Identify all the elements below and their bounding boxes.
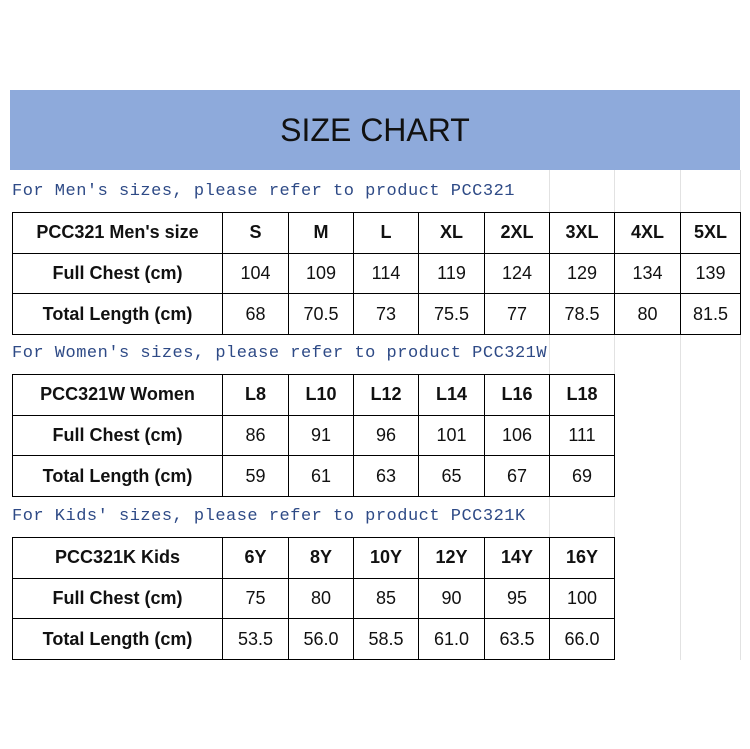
table-cell: 78.5 [549,293,615,336]
header-cell: S [222,212,289,254]
table-cell: 67 [484,455,550,498]
header-cell: 5XL [680,212,741,254]
table-cell: Full Chest (cm) [12,252,223,295]
header-cell: XL [418,212,485,254]
table-cell: 61.0 [418,618,485,661]
table-cell: 75.5 [418,293,485,336]
header-cell: 2XL [484,212,550,254]
table-cell: 109 [288,252,354,295]
table-cell: 91 [288,414,354,457]
header-cell: L14 [418,374,485,416]
section-note: For Men's sizes, please refer to product… [12,182,515,201]
table-cell: Total Length (cm) [12,618,223,661]
table-cell: 85 [353,577,419,620]
table-cell: 61 [288,455,354,498]
title: SIZE CHART [280,112,470,148]
title-banner [10,90,740,170]
table-cell: 111 [549,414,615,457]
table-cell: 63 [353,455,419,498]
table-cell: 96 [353,414,419,457]
header-cell: 12Y [418,537,485,579]
table-cell: 139 [680,252,741,295]
table-cell: 66.0 [549,618,615,661]
table-cell: 65 [418,455,485,498]
table-cell: 58.5 [353,618,419,661]
table-cell: Total Length (cm) [12,455,223,498]
table-cell: 69 [549,455,615,498]
table-cell: 53.5 [222,618,289,661]
header-cell: 8Y [288,537,354,579]
table-cell: 59 [222,455,289,498]
table-cell: 75 [222,577,289,620]
table-cell: 68 [222,293,289,336]
table-cell: Total Length (cm) [12,293,223,336]
gridline [740,170,741,660]
section-note: For Women's sizes, please refer to produ… [12,344,548,363]
table-cell: 81.5 [680,293,741,336]
table-cell: 124 [484,252,550,295]
header-cell: L [353,212,419,254]
header-cell: 6Y [222,537,289,579]
table-cell: 73 [353,293,419,336]
table-cell: 90 [418,577,485,620]
header-cell: PCC321K Kids [12,537,223,579]
table-cell: 134 [614,252,681,295]
table-cell: 70.5 [288,293,354,336]
table-cell: 100 [549,577,615,620]
header-cell: 14Y [484,537,550,579]
table-cell: 80 [614,293,681,336]
table-cell: 129 [549,252,615,295]
table-cell: 77 [484,293,550,336]
header-cell: L12 [353,374,419,416]
gridline [680,170,681,660]
header-cell: L18 [549,374,615,416]
header-cell: L8 [222,374,289,416]
table-cell: 86 [222,414,289,457]
table-cell: 80 [288,577,354,620]
header-cell: PCC321 Men's size [12,212,223,254]
header-cell: PCC321W Women [12,374,223,416]
section-note: For Kids' sizes, please refer to product… [12,507,526,526]
header-cell: M [288,212,354,254]
header-cell: 16Y [549,537,615,579]
header-cell: L16 [484,374,550,416]
table-cell: 63.5 [484,618,550,661]
table-cell: 95 [484,577,550,620]
header-cell: L10 [288,374,354,416]
table-cell: 101 [418,414,485,457]
table-cell: 114 [353,252,419,295]
header-cell: 4XL [614,212,681,254]
table-cell: 104 [222,252,289,295]
table-cell: 56.0 [288,618,354,661]
header-cell: 10Y [353,537,419,579]
table-cell: 119 [418,252,485,295]
table-cell: Full Chest (cm) [12,414,223,457]
header-cell: 3XL [549,212,615,254]
table-cell: Full Chest (cm) [12,577,223,620]
table-cell: 106 [484,414,550,457]
